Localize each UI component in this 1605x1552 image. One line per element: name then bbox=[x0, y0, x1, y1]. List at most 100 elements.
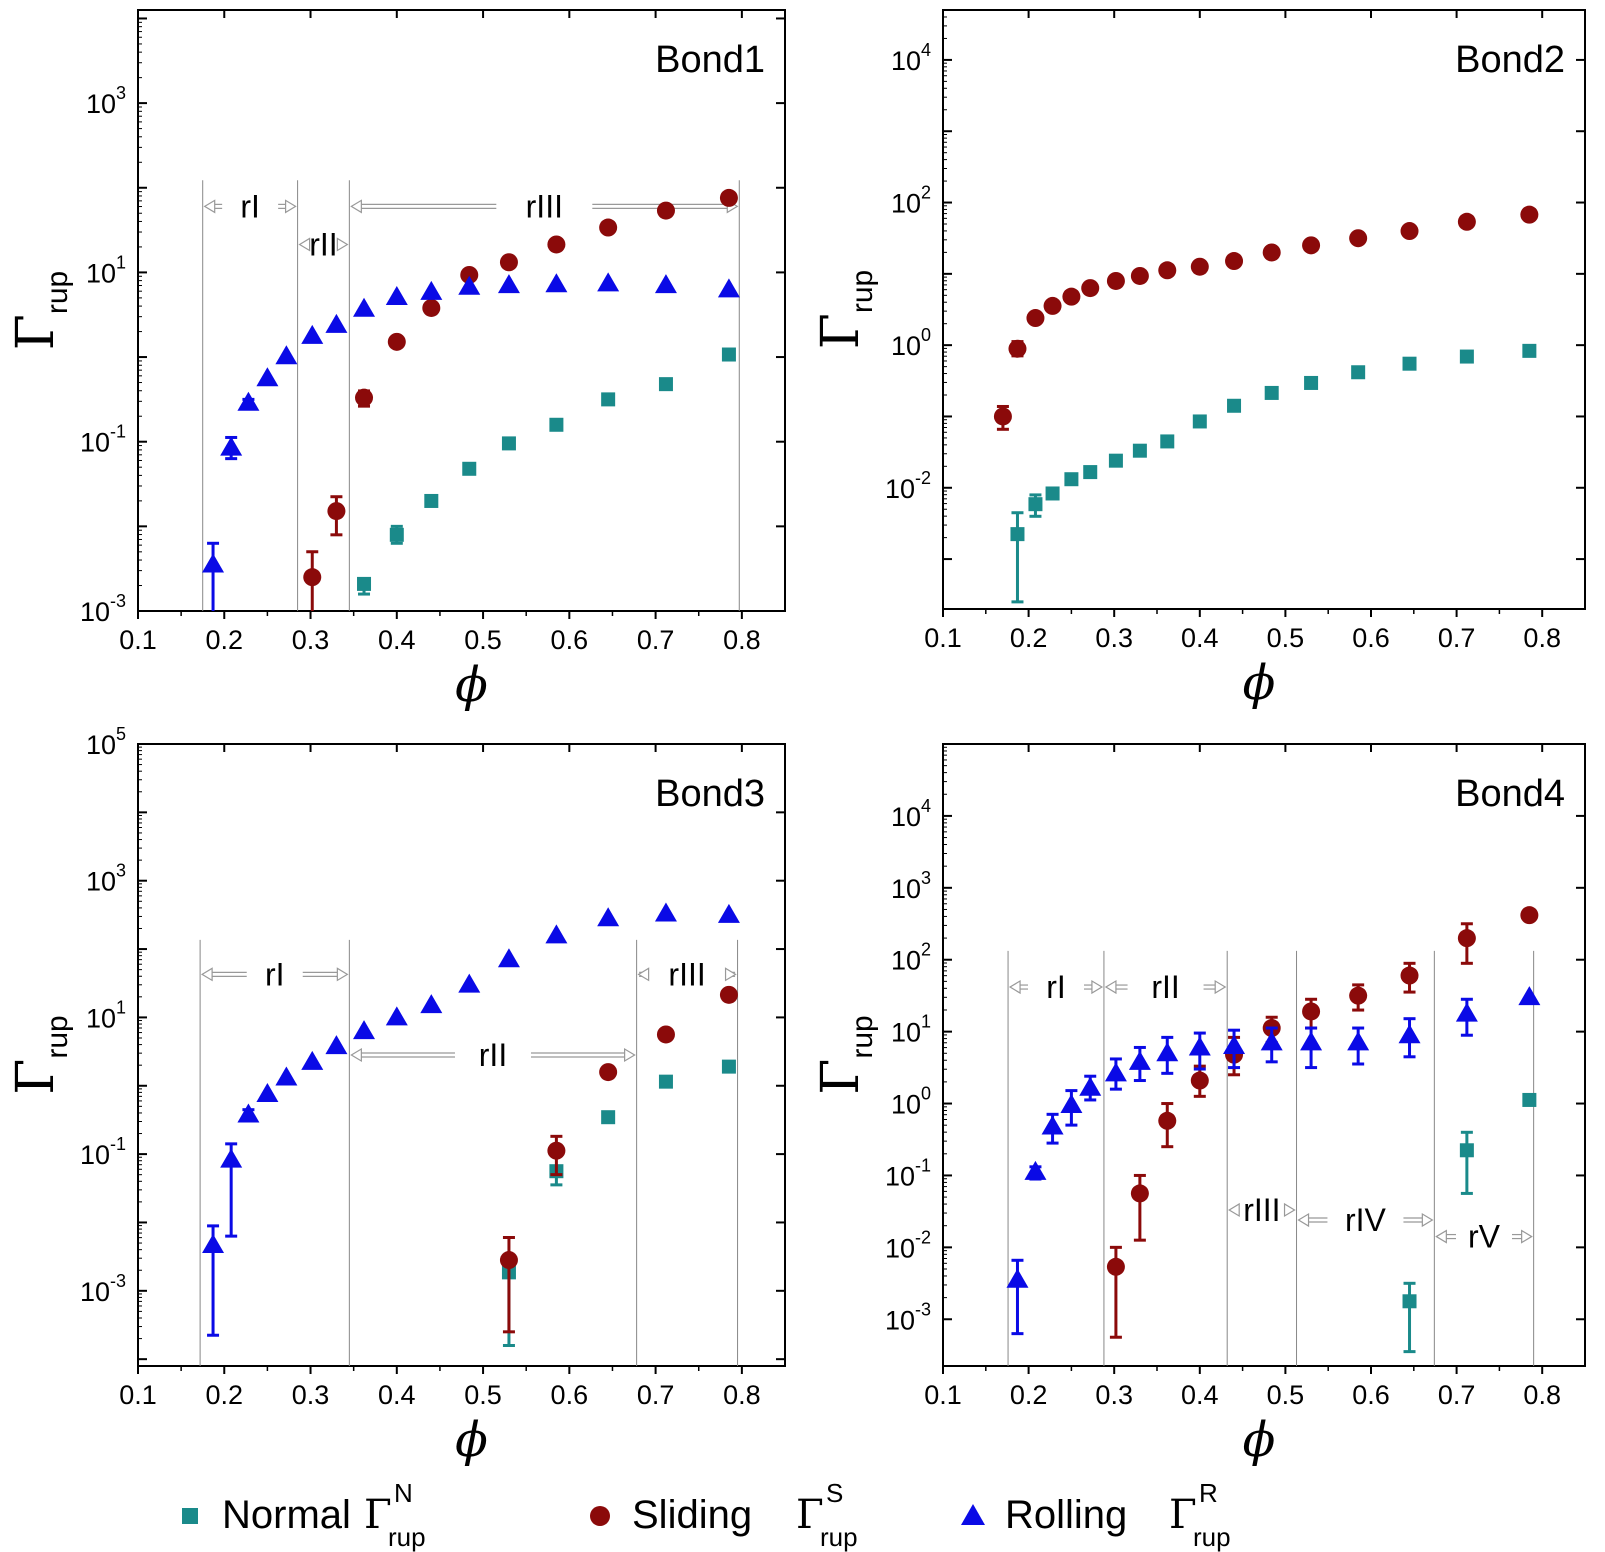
region-arrowhead bbox=[1435, 1229, 1447, 1244]
x-tick-label: 0.6 bbox=[551, 1380, 589, 1410]
data-point bbox=[601, 392, 616, 407]
data-point bbox=[1130, 1184, 1149, 1203]
region-arrowhead bbox=[350, 199, 362, 214]
y-tick-label: 100 bbox=[891, 325, 931, 361]
panel-bond3: 0.1 0.2 0.3 0.4 0.5 0.6 0.7 0.8 10-3 10-1 101 103 10… bbox=[6, 724, 786, 1468]
region-arrowhead bbox=[284, 199, 297, 214]
x-tick-label: 0.2 bbox=[205, 625, 243, 655]
data-point bbox=[1349, 986, 1368, 1005]
data-point bbox=[658, 1074, 673, 1089]
region-label: rIII bbox=[668, 956, 705, 992]
data-point bbox=[357, 576, 372, 591]
data-point bbox=[545, 273, 568, 293]
data-point bbox=[385, 285, 408, 305]
x-tick-label: 0.1 bbox=[119, 1380, 157, 1410]
region-arrowhead bbox=[1104, 979, 1117, 995]
data-point bbox=[1455, 1002, 1478, 1022]
legend-superscript: S bbox=[826, 1478, 843, 1508]
data-point bbox=[1349, 229, 1368, 248]
data-point bbox=[1045, 486, 1060, 501]
data-point bbox=[599, 1063, 618, 1082]
x-tick-label: 0.8 bbox=[1523, 1380, 1561, 1410]
data-point bbox=[1190, 1071, 1209, 1090]
panel-bond2: 0.1 0.2 0.3 0.4 0.5 0.6 0.7 0.8 10-2 100 102 104 Bon… bbox=[811, 9, 1586, 711]
data-point bbox=[1188, 1036, 1211, 1056]
region-label: rI bbox=[265, 956, 285, 992]
data-point bbox=[420, 280, 443, 300]
y-tick-label: 10-1 bbox=[80, 422, 126, 458]
region-arrowhead bbox=[203, 199, 216, 214]
data-point bbox=[1225, 252, 1244, 271]
region-arrowhead bbox=[1521, 1229, 1533, 1244]
y-tick-label: 10-1 bbox=[885, 1155, 931, 1191]
y-tick-label: 102 bbox=[891, 940, 931, 976]
data-point bbox=[385, 1006, 408, 1026]
data-point bbox=[1106, 1257, 1125, 1276]
x-tick-label: 0.7 bbox=[637, 625, 675, 655]
y-tick-label: 10-3 bbox=[80, 1271, 126, 1307]
data-point bbox=[1347, 1031, 1370, 1051]
plot-frame bbox=[942, 9, 1586, 610]
data-point bbox=[1304, 375, 1319, 390]
legend-superscript: N bbox=[394, 1478, 413, 1508]
data-point bbox=[422, 298, 441, 317]
series-rolling bbox=[202, 272, 740, 611]
data-point bbox=[1062, 287, 1081, 306]
data-point bbox=[303, 568, 322, 587]
data-point bbox=[1457, 929, 1476, 948]
legend-symbol: Γ bbox=[364, 1492, 392, 1538]
x-tick-label: 0.2 bbox=[1010, 1380, 1048, 1410]
data-point bbox=[458, 275, 481, 295]
data-point bbox=[1351, 365, 1366, 380]
data-point bbox=[1302, 1002, 1321, 1021]
y-tick-label: 101 bbox=[86, 252, 126, 288]
y-axis-symbol: Γrup bbox=[6, 1015, 74, 1094]
panel-bond1: 0.1 0.2 0.3 0.4 0.5 0.6 0.7 0.8 10-3 10-1 101 103 rI… bbox=[6, 9, 786, 713]
data-point bbox=[355, 388, 374, 407]
region-arrowhead bbox=[200, 967, 213, 982]
data-point bbox=[547, 235, 566, 254]
data-point bbox=[1520, 906, 1539, 925]
data-point bbox=[1043, 296, 1062, 315]
data-point bbox=[220, 1148, 243, 1168]
data-point bbox=[499, 253, 518, 272]
data-point bbox=[993, 407, 1012, 426]
x-tick-label: 0.4 bbox=[378, 1380, 416, 1410]
data-point bbox=[1108, 453, 1123, 468]
data-point bbox=[1302, 236, 1321, 255]
data-point bbox=[656, 201, 675, 220]
x-tick-label: 0.1 bbox=[119, 625, 157, 655]
data-point bbox=[599, 218, 618, 237]
y-axis-label: Γrup bbox=[811, 270, 879, 349]
data-point bbox=[256, 1082, 279, 1102]
data-point bbox=[1264, 385, 1279, 400]
panel-title: Bond1 bbox=[655, 39, 765, 81]
region-arrowhead bbox=[637, 967, 650, 982]
data-point bbox=[237, 391, 260, 411]
y-tick-label: 101 bbox=[86, 997, 126, 1033]
data-point bbox=[1459, 1143, 1474, 1158]
data-point bbox=[1130, 266, 1149, 285]
data-point bbox=[1156, 1042, 1179, 1062]
data-point bbox=[420, 994, 443, 1014]
region-arrowhead bbox=[1297, 1212, 1310, 1228]
x-axis-label: ϕ bbox=[455, 1412, 488, 1468]
data-point bbox=[499, 1251, 518, 1270]
region-arrowhead bbox=[336, 237, 349, 252]
data-point bbox=[275, 345, 298, 365]
data-point bbox=[1128, 1050, 1151, 1070]
data-point bbox=[1227, 398, 1242, 413]
data-point bbox=[1081, 279, 1100, 298]
data-point bbox=[1402, 1294, 1417, 1309]
data-point bbox=[1064, 472, 1079, 487]
x-tick-label: 0.7 bbox=[1438, 623, 1476, 653]
data-point bbox=[1008, 339, 1027, 358]
data-point bbox=[1518, 986, 1541, 1006]
legend-marker bbox=[961, 1504, 985, 1525]
data-point bbox=[1190, 257, 1209, 276]
data-point bbox=[1132, 443, 1147, 458]
legend-subscript: rup bbox=[1193, 1522, 1231, 1552]
x-tick-label: 0.2 bbox=[205, 1380, 243, 1410]
region-arrowhead bbox=[1008, 979, 1021, 995]
legend-superscript: R bbox=[1199, 1478, 1218, 1508]
